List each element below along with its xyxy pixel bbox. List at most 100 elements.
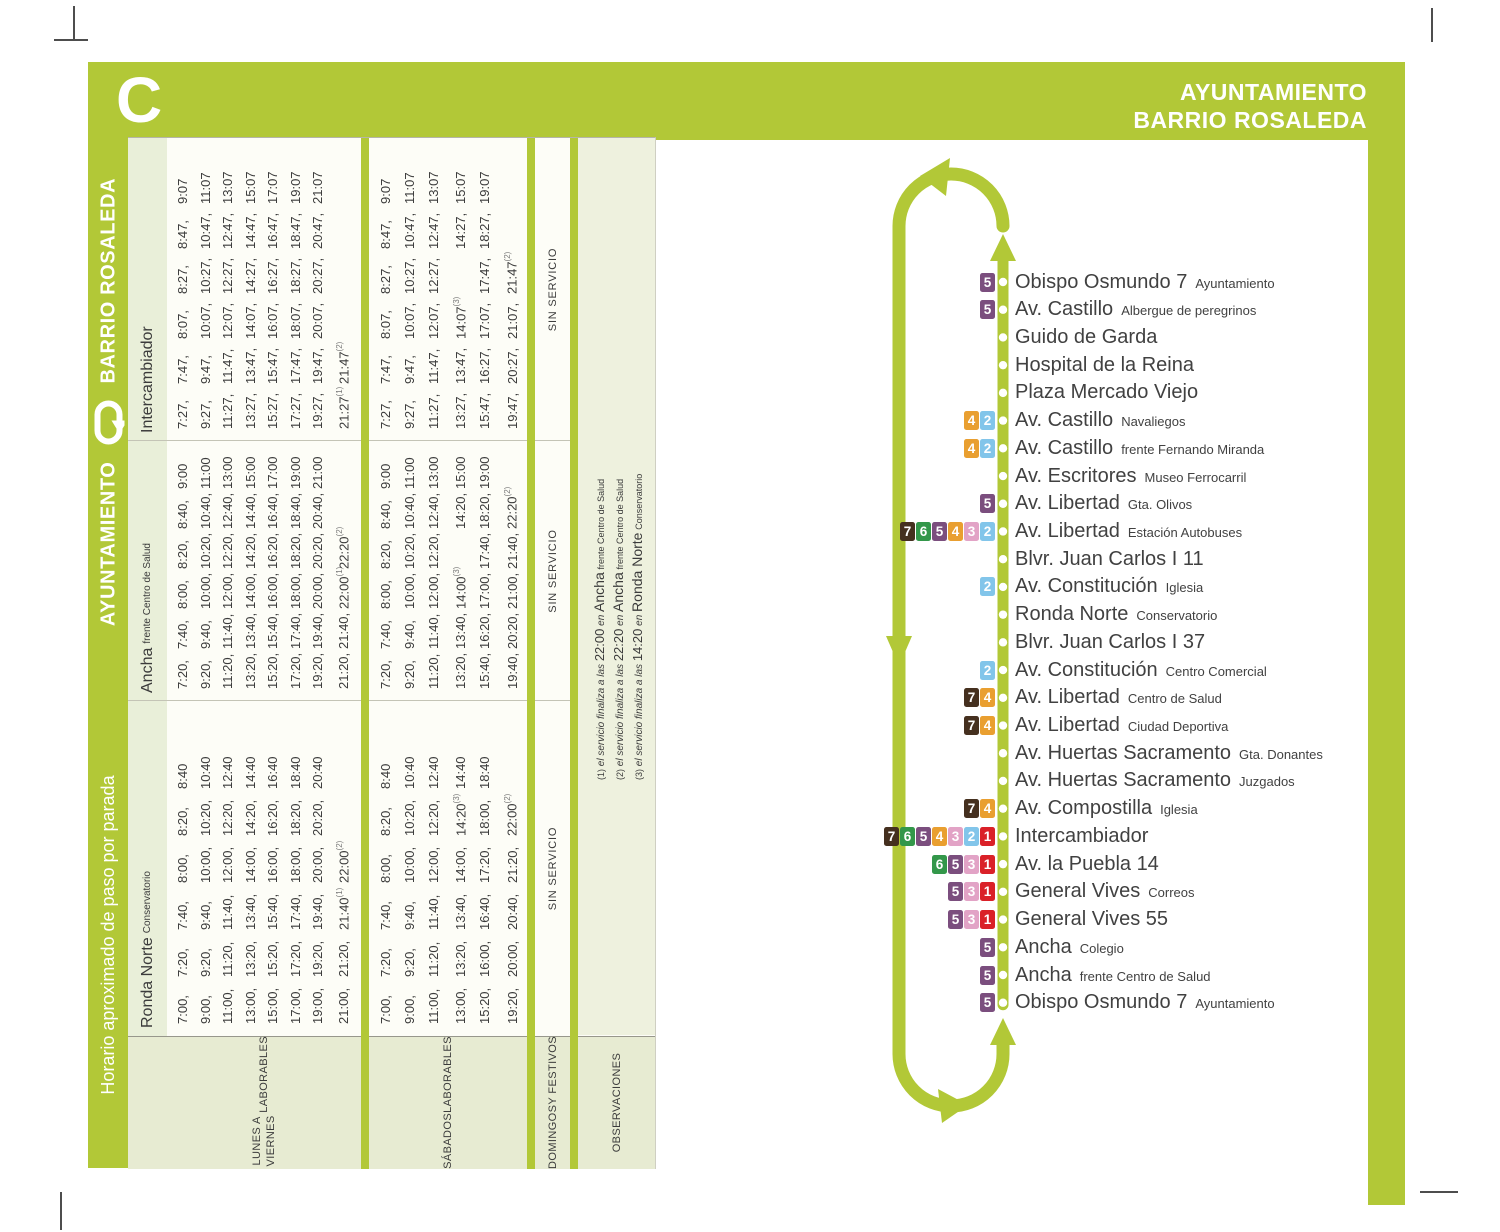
footnote-stop-sub: Conservatorio bbox=[634, 473, 644, 530]
time-value: 15:40, bbox=[265, 893, 280, 930]
time-value: 10:00, bbox=[402, 572, 417, 609]
footnote: (2) el servicio finaliza a las 22:20 en … bbox=[610, 138, 629, 780]
line-badge: 2 bbox=[980, 438, 995, 458]
stop-subname: Iglesia bbox=[1165, 580, 1204, 596]
time-value: 10:40, bbox=[402, 492, 417, 529]
stop-dot bbox=[998, 471, 1008, 481]
trim-mark bbox=[54, 39, 88, 41]
time-value: 20:20, bbox=[504, 612, 520, 649]
time-value: 8:20, bbox=[378, 540, 393, 569]
time-value: 18:20, bbox=[287, 799, 303, 836]
footnote-stop: Ancha bbox=[610, 572, 626, 612]
time-value: 9:27, bbox=[402, 400, 417, 429]
time-value: 8:27, bbox=[378, 265, 393, 294]
time-value: 8:47, bbox=[175, 220, 190, 249]
route-stop-row: 5 3 1 General Vives 55 bbox=[860, 906, 1420, 934]
time-value: 19:20, bbox=[310, 940, 325, 977]
stop-name: Av. Compostilla bbox=[1015, 797, 1153, 820]
time-value: 13:40, bbox=[242, 612, 258, 649]
time-value: 15:20, bbox=[477, 987, 493, 1024]
time-value: 10:47, bbox=[197, 212, 213, 249]
time-value: 15:27, bbox=[265, 392, 280, 429]
stop-name: Ancha bbox=[1015, 935, 1072, 958]
stop-label: Intercambiador bbox=[1015, 825, 1148, 848]
time-row: 15:47, 16:27, 17:07, 17:47, 18:27, 19:07 bbox=[473, 138, 497, 429]
time-value: 19:07 bbox=[287, 171, 303, 204]
line-badges: 5 bbox=[860, 494, 995, 514]
time-value: 9:20, bbox=[197, 948, 213, 977]
stop-subname: Colegio bbox=[1079, 940, 1124, 956]
stop-dot bbox=[998, 277, 1008, 287]
time-value: 9:07 bbox=[175, 178, 190, 204]
timetable-cell: 7:27,7:47,8:07,8:27,8:47,9:07 9:27,9:47,1… bbox=[167, 138, 361, 441]
stop-subname: Navaliegos bbox=[1121, 414, 1186, 430]
time-value: 21:00, bbox=[335, 987, 351, 1024]
time-value: 13:20, bbox=[453, 652, 469, 689]
time-value: 8:40 bbox=[175, 763, 190, 789]
stop-subname: Centro de Salud bbox=[1127, 691, 1222, 707]
time-value: 10:00, bbox=[197, 846, 213, 883]
time-row: 11:27, 11:47, 12:07, 12:27, 12:47, 13:07 bbox=[217, 138, 240, 429]
line-badge: 7 bbox=[884, 826, 899, 846]
time-row: 7:20, 7:40, 8:00, 8:20, 8:40, 9:00 bbox=[172, 441, 195, 689]
footnote-mark: (3) bbox=[452, 566, 461, 577]
day-label: LUNES A VIERNES LABORABLES bbox=[167, 1036, 361, 1169]
time-value: 11:07 bbox=[402, 172, 417, 204]
time-value: 19:20, bbox=[504, 987, 520, 1024]
stop-dot bbox=[998, 638, 1008, 647]
stop-name: Av. Huertas Sacramento bbox=[1015, 769, 1232, 792]
stop-dot bbox=[998, 721, 1008, 730]
time-value: 14:07, bbox=[242, 302, 258, 339]
time-value: 14:20, bbox=[242, 799, 258, 836]
stop-label: Plaza Mercado Viejo bbox=[1015, 381, 1198, 404]
time-value: 12:20, bbox=[220, 532, 235, 569]
day-label-line: OBSERVACIONES bbox=[610, 1052, 623, 1153]
time-row: 13:20, 13:40, 14:00, 14:20, 14:40, 15:00 bbox=[240, 441, 263, 689]
trim-mark bbox=[1431, 8, 1433, 42]
stop-dot bbox=[998, 333, 1008, 342]
time-value: 7:40, bbox=[175, 620, 190, 649]
line-badges: 2 bbox=[860, 577, 995, 597]
time-value: 18:40 bbox=[477, 756, 493, 789]
time-value: 14:20(3) bbox=[452, 793, 469, 836]
footnote-number: (3) bbox=[634, 769, 644, 780]
footnote-mark: (3) bbox=[452, 296, 461, 307]
route-stop-row: 5 Ancha frente Centro de Salud bbox=[860, 961, 1420, 989]
stop-name: Av. Constitución bbox=[1015, 658, 1158, 681]
stop-label: Guido de Garda bbox=[1015, 326, 1157, 349]
time-value: 10:27, bbox=[402, 257, 417, 294]
stop-label: Av. la Puebla 14 bbox=[1015, 853, 1159, 876]
route-stop-row: 5 Av. Libertad Gta. Olivos bbox=[860, 490, 1420, 518]
stop-dot bbox=[998, 776, 1008, 786]
time-row: 19:47, 20:27, 21:07, 21:47(2) bbox=[497, 138, 524, 429]
time-value: 15:00 bbox=[242, 456, 258, 489]
stop-header: Ancha frente Centro de Salud bbox=[128, 441, 167, 701]
route-arrow-up-bottom bbox=[990, 1018, 1016, 1045]
time-value: 16:40, bbox=[477, 893, 493, 930]
footnote-mark: (1) bbox=[334, 566, 344, 577]
stop-subname: Museo Ferrocarril bbox=[1144, 469, 1247, 485]
time-value: 18:40, bbox=[287, 492, 303, 529]
day-label-line: LABORABLES bbox=[258, 1036, 270, 1113]
time-value: 13:40, bbox=[453, 612, 469, 649]
time-value: 9:40, bbox=[402, 901, 417, 930]
route-stop-row: Hospital de la Reina bbox=[860, 351, 1420, 379]
time-value: 7:00, bbox=[378, 995, 393, 1024]
stop-label: Av. Constitución Centro Comercial bbox=[1015, 659, 1267, 682]
time-value: 20:47, bbox=[310, 212, 325, 249]
time-row: 19:20, 19:40, 20:00, 20:20, 20:40, 21:00 bbox=[307, 441, 330, 689]
time-value: 20:20, bbox=[310, 799, 325, 836]
time-value: 17:27, bbox=[287, 392, 303, 429]
time-value: 19:00, bbox=[310, 987, 325, 1024]
stop-label: Av. Libertad Gta. Olivos bbox=[1015, 492, 1192, 515]
line-badge: 1 bbox=[980, 826, 995, 846]
time-value: 17:20, bbox=[287, 940, 303, 977]
time-value: 13:20, bbox=[242, 652, 258, 689]
footnote-stop-sub: frente Centro de Salud bbox=[615, 478, 625, 570]
time-value: 19:27, bbox=[310, 392, 325, 429]
time-value: 10:20, bbox=[197, 799, 213, 836]
time-value: 16:40 bbox=[265, 756, 280, 789]
time-value: 18:00, bbox=[287, 572, 303, 609]
footnote-time: 22:20 bbox=[611, 628, 626, 662]
